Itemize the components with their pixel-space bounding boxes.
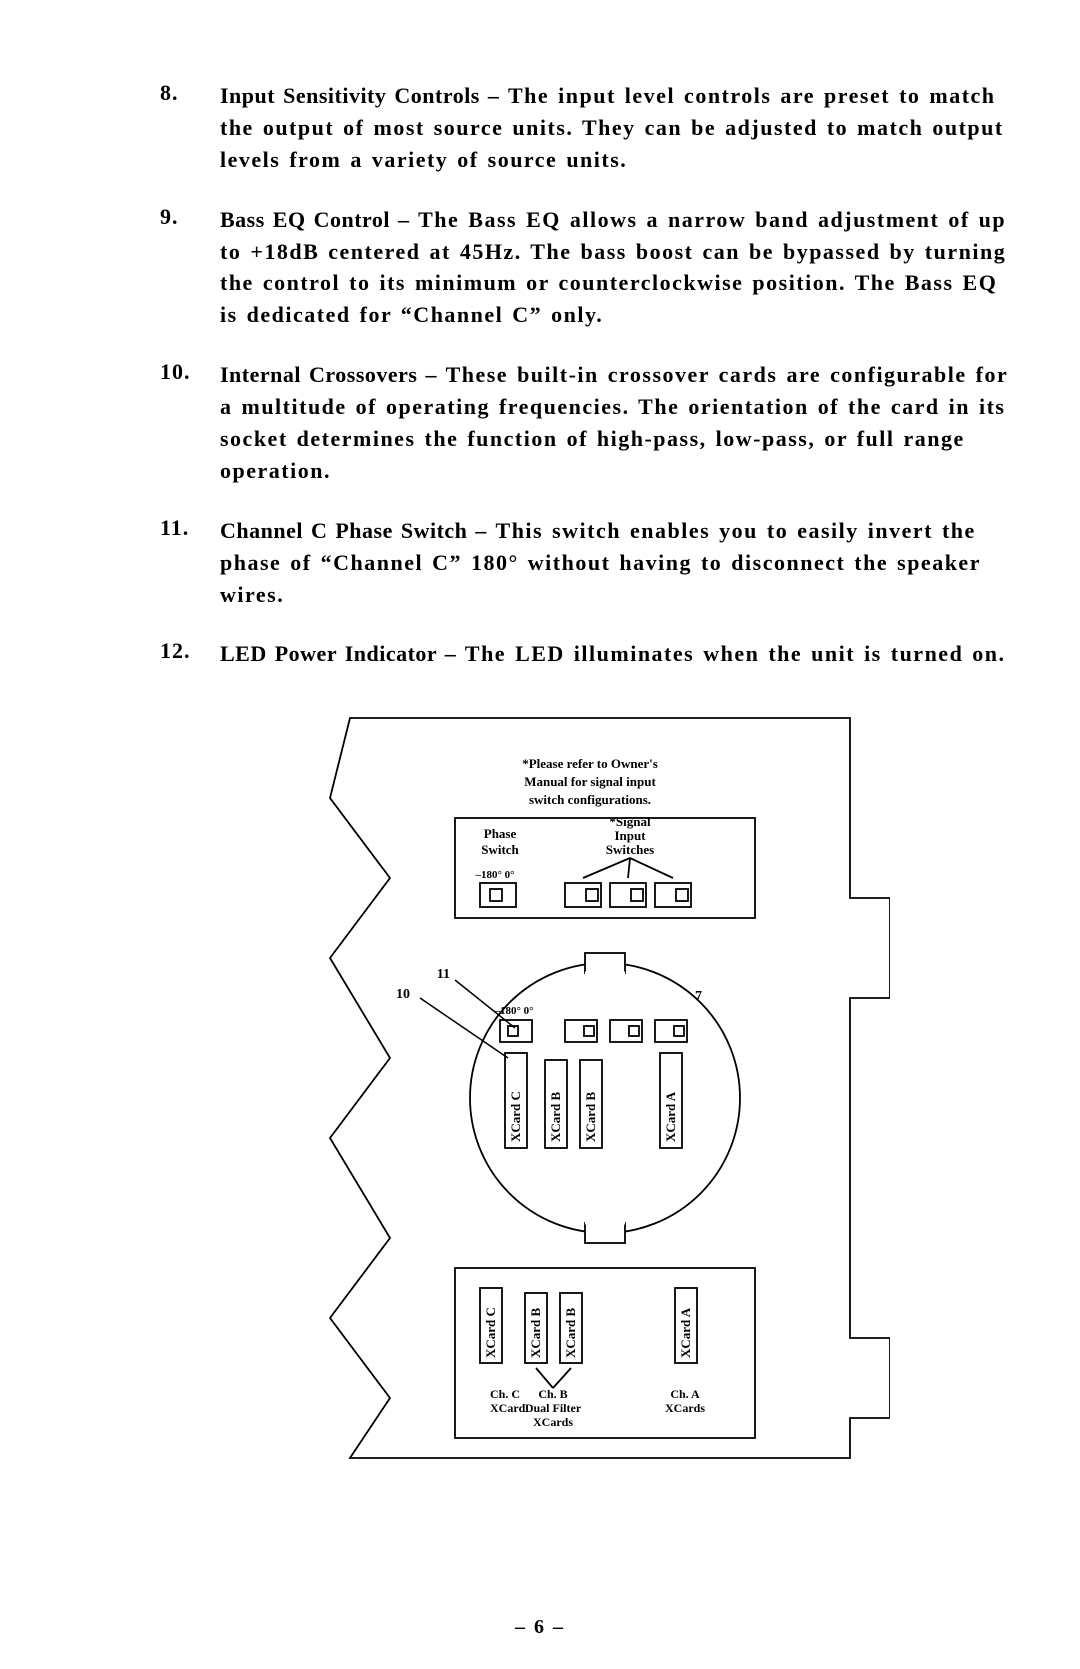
col-c-2: XCard: [490, 1401, 526, 1415]
signal-label-3: Switches: [606, 842, 654, 857]
item-body: Internal Crossovers – These built-in cro…: [220, 359, 1020, 487]
note-line-3: switch configurations.: [529, 792, 651, 807]
phase-label-2: Switch: [481, 842, 519, 857]
item-body: LED Power Indicator – The LED illuminate…: [220, 638, 1020, 670]
item-number: 10.: [160, 359, 220, 487]
feature-item-10: 10. Internal Crossovers – These built-in…: [160, 359, 1020, 487]
phase-label-1: Phase: [484, 826, 517, 841]
callout-10: 10: [396, 987, 410, 1002]
item-body: Bass EQ Control – The Bass EQ allows a n…: [220, 204, 1020, 332]
mid-card-b1: XCard B: [548, 1092, 563, 1143]
feature-item-8: 8. Input Sensitivity Controls – The inpu…: [160, 80, 1020, 176]
item-title: Input Sensitivity Controls –: [220, 83, 499, 108]
item-title: Bass EQ Control –: [220, 207, 410, 232]
callout-11: 11: [437, 967, 450, 982]
bot-card-c: XCard C: [483, 1307, 498, 1358]
mid-card-c: XCard C: [508, 1091, 523, 1142]
note-line-2: Manual for signal input: [524, 774, 656, 789]
col-b-2: Dual Filter: [525, 1401, 582, 1415]
item-number: 11.: [160, 515, 220, 611]
item-title: Channel C Phase Switch –: [220, 518, 487, 543]
signal-label-2: Input: [614, 828, 646, 843]
bot-card-b1: XCard B: [528, 1308, 543, 1359]
col-b-3: XCards: [533, 1415, 573, 1429]
col-a-2: XCards: [665, 1401, 705, 1415]
col-c-1: Ch. C: [490, 1387, 520, 1401]
bot-card-a: XCard A: [678, 1308, 693, 1359]
feature-list: 8. Input Sensitivity Controls – The inpu…: [160, 80, 1020, 670]
item-title: LED Power Indicator –: [220, 641, 456, 666]
feature-item-9: 9. Bass EQ Control – The Bass EQ allows …: [160, 204, 1020, 332]
item-number: 9.: [160, 204, 220, 332]
item-title: Internal Crossovers –: [220, 362, 437, 387]
page-number: – 6 –: [0, 1616, 1080, 1639]
phase-scale-top: –180° 0°: [474, 869, 514, 881]
item-text: The LED illuminates when the unit is tur…: [456, 641, 1005, 666]
manual-page: 8. Input Sensitivity Controls – The inpu…: [0, 0, 1080, 1669]
col-a-1: Ch. A: [670, 1387, 700, 1401]
feature-item-11: 11. Channel C Phase Switch – This switch…: [160, 515, 1020, 611]
bot-card-b2: XCard B: [563, 1308, 578, 1359]
feature-item-12: 12. LED Power Indicator – The LED illumi…: [160, 638, 1020, 670]
item-number: 12.: [160, 638, 220, 670]
item-number: 8.: [160, 80, 220, 176]
callout-7: 7: [695, 989, 702, 1004]
mid-card-a: XCard A: [663, 1092, 678, 1143]
note-line-1: *Please refer to Owner's: [522, 756, 658, 771]
signal-label-1: *Signal: [609, 814, 651, 829]
item-body: Input Sensitivity Controls – The input l…: [220, 80, 1020, 176]
mid-card-b2: XCard B: [583, 1092, 598, 1143]
col-b-1: Ch. B: [538, 1387, 567, 1401]
item-body: Channel C Phase Switch – This switch ena…: [220, 515, 1020, 611]
wiring-diagram: *Please refer to Owner's Manual for sign…: [290, 698, 890, 1478]
